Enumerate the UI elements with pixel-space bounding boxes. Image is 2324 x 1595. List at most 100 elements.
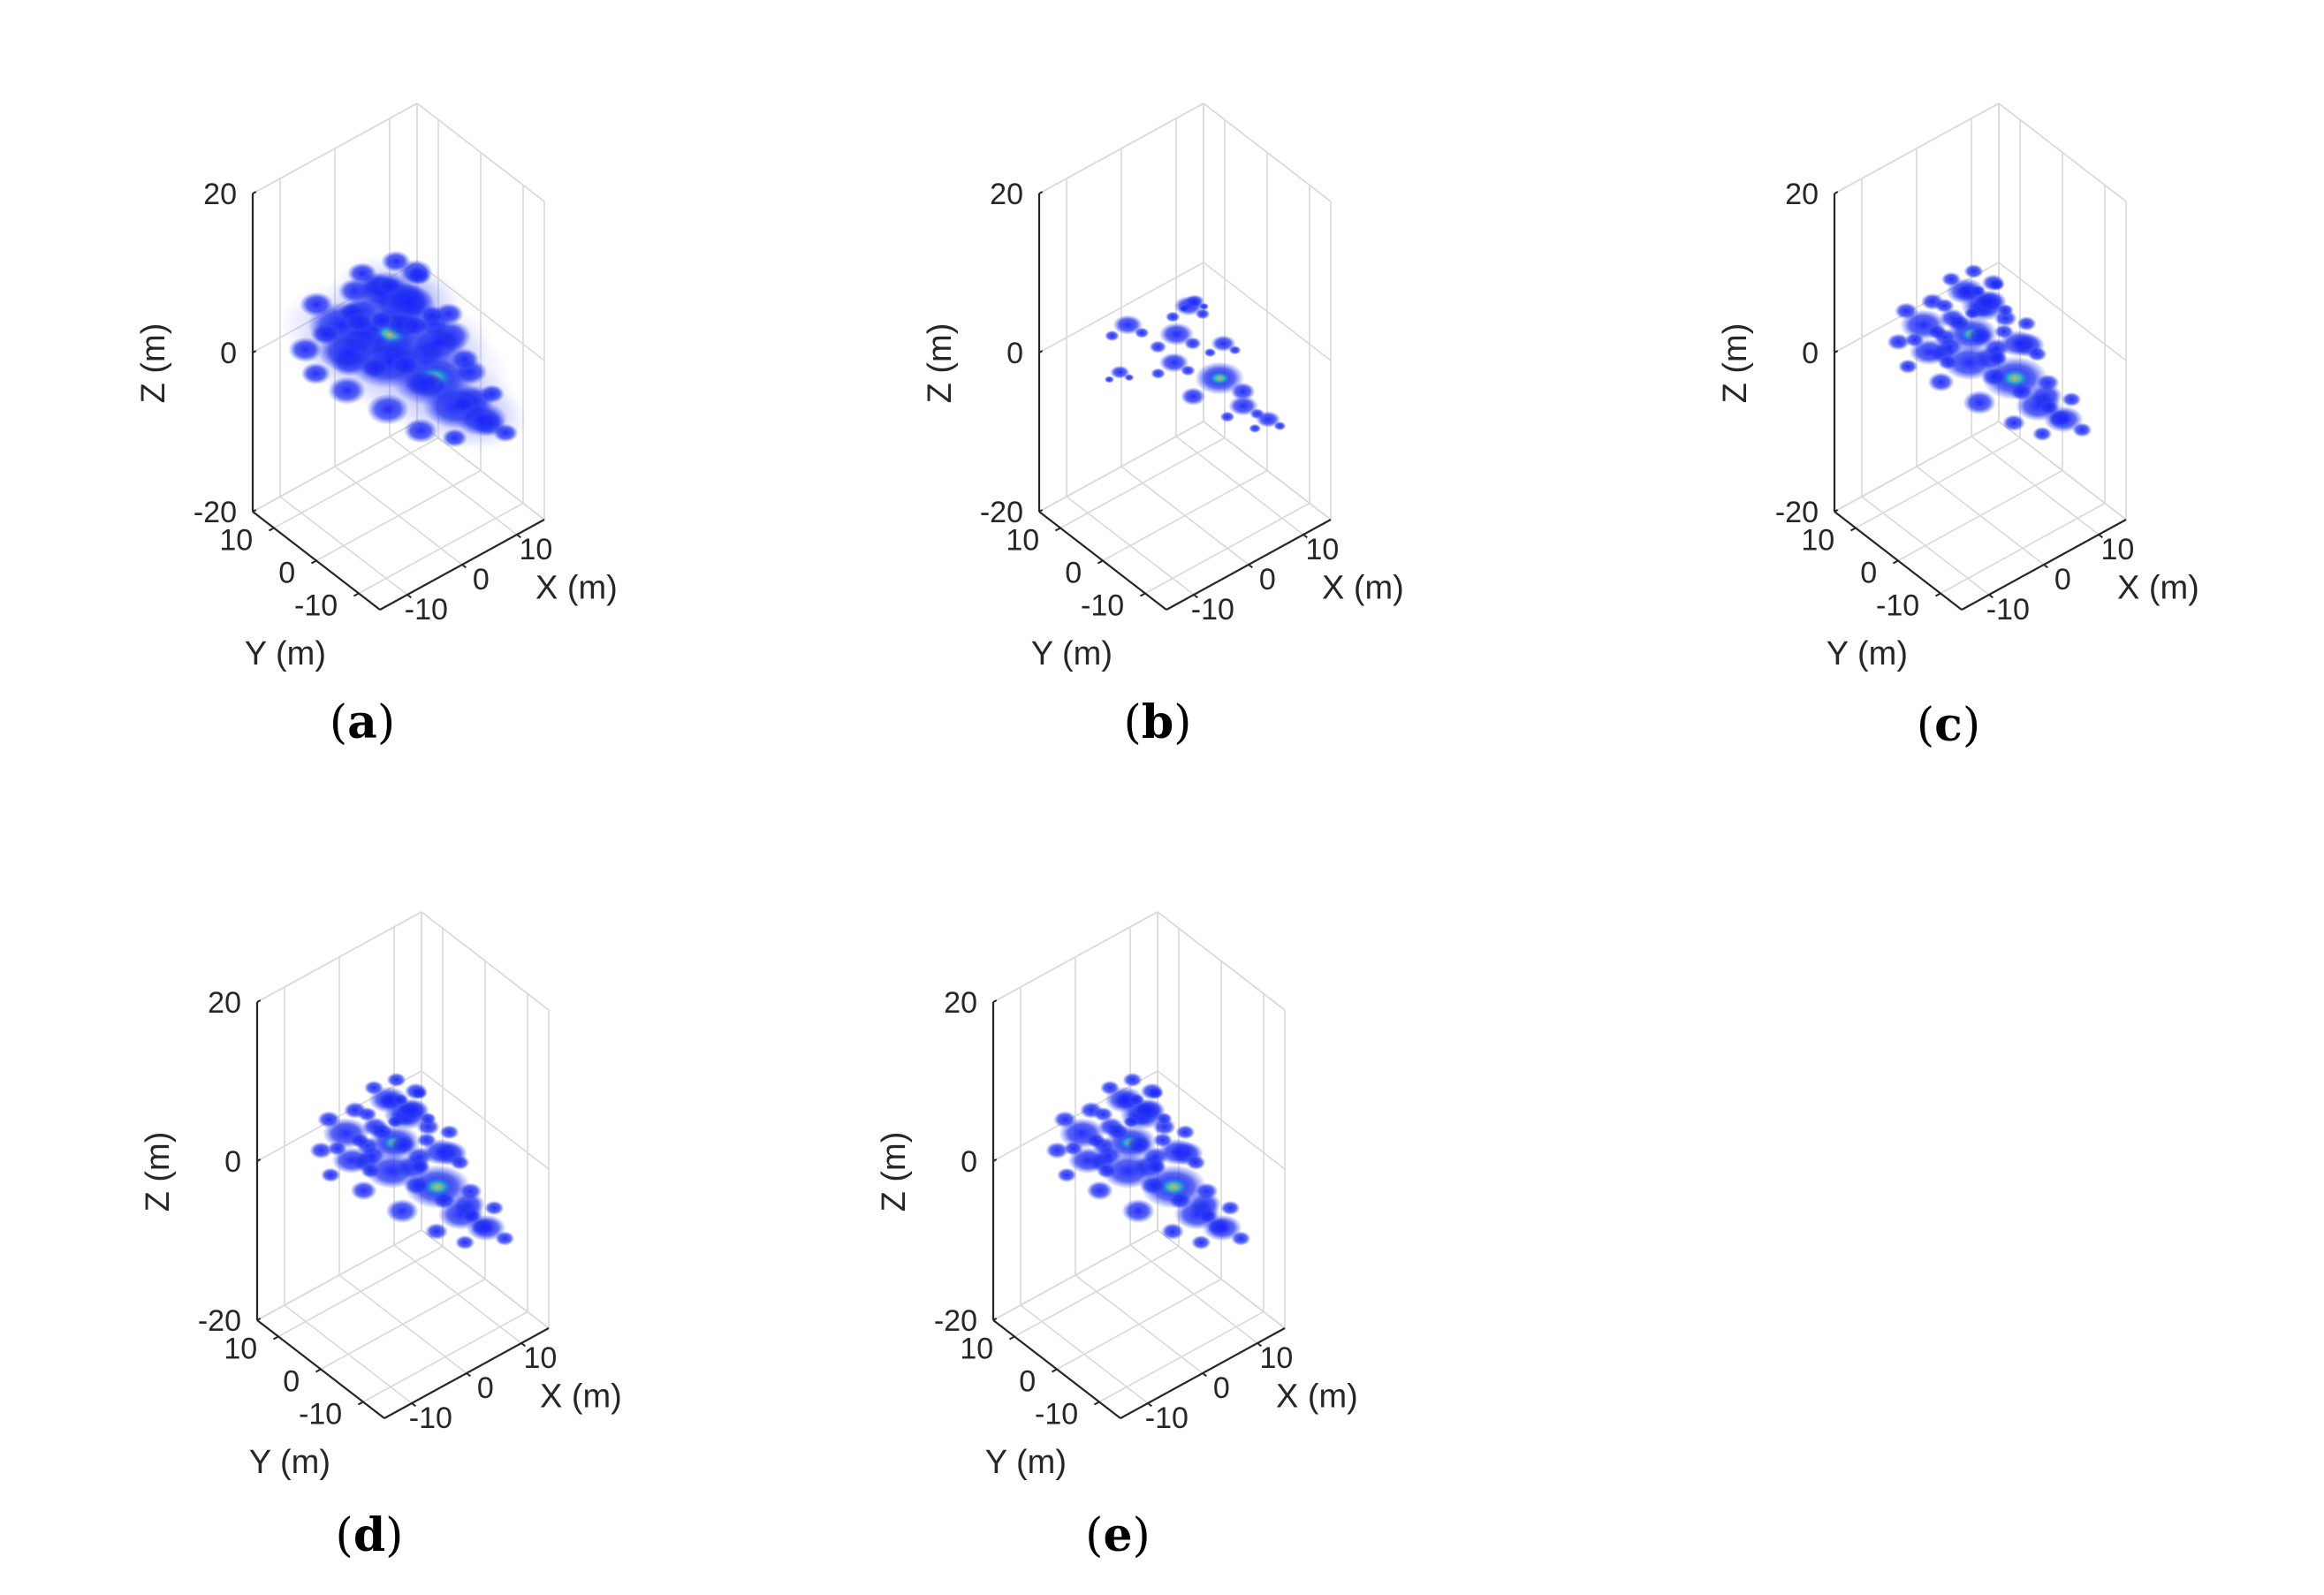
y-tick-mark [357, 1401, 364, 1406]
data-point [483, 1200, 505, 1216]
data-point [1152, 1132, 1173, 1148]
data-point [461, 1208, 482, 1224]
data-point [1190, 1234, 1211, 1250]
x-axis-label: X (m) [1322, 570, 1404, 607]
grid-line [1038, 103, 1204, 194]
z-tick-mark [1038, 191, 1044, 194]
grid-line [256, 911, 422, 1003]
y-tick-mark [1934, 592, 1941, 597]
y-axis-label: Y (m) [1031, 635, 1113, 672]
x-tick-label: -10 [1191, 593, 1234, 627]
data-point [2001, 414, 2026, 432]
data-point [442, 429, 467, 448]
data-point [1168, 1191, 1192, 1210]
y-tick-label: 10 [1801, 523, 1834, 557]
z-tick-label: -20 [934, 1304, 977, 1338]
data-point [1230, 382, 1256, 401]
scatter-points [309, 1072, 515, 1250]
data-point [1940, 271, 1962, 287]
y-tick-mark [268, 527, 275, 532]
y-tick-label: -10 [1081, 589, 1124, 622]
data-point [360, 1163, 381, 1179]
z-tick-label: 20 [208, 986, 241, 1020]
x-tick-mark [516, 534, 521, 539]
data-point [1195, 308, 1211, 320]
data-point [1197, 1208, 1218, 1224]
y-tick-label: -10 [1035, 1397, 1078, 1431]
z-tick-label: 0 [1802, 337, 1819, 370]
grid-line [992, 1229, 1158, 1321]
data-point [450, 1155, 470, 1170]
data-point [1980, 367, 2008, 387]
data-point [367, 393, 409, 425]
data-point [1963, 307, 1981, 320]
data-point [479, 384, 505, 404]
grid-line [1998, 103, 2127, 202]
data-point [310, 323, 341, 346]
data-point [1211, 335, 1236, 353]
scatter-points [1887, 263, 2092, 442]
scatter-points [277, 250, 530, 452]
data-point [1230, 1231, 1251, 1246]
data-point [1926, 324, 1948, 339]
grid-line [1157, 1229, 1286, 1329]
z-tick-label: 20 [944, 986, 977, 1020]
data-point [1934, 298, 1955, 314]
data-point [1948, 314, 1971, 332]
x-tick-mark [2098, 534, 2103, 539]
data-point [404, 368, 443, 398]
data-point [1147, 1087, 1164, 1099]
grid-line [1157, 1070, 1286, 1170]
x-tick-label: -10 [405, 593, 448, 627]
data-point [370, 1122, 394, 1141]
data-point [1125, 1135, 1152, 1155]
y-tick-label: 0 [1019, 1364, 1036, 1398]
z-tick-mark [1834, 509, 1839, 513]
z-axis-label: Z (m) [1717, 323, 1754, 404]
data-point [1139, 1175, 1166, 1196]
z-tick-mark [992, 1318, 998, 1321]
grid-line [1897, 469, 2063, 562]
data-point [494, 1231, 515, 1246]
data-point [347, 262, 377, 285]
data-point [1165, 311, 1181, 323]
data-point [1086, 1181, 1113, 1201]
data-point [386, 1072, 406, 1088]
x-tick-label: 10 [1259, 1341, 1293, 1375]
data-point [1994, 323, 2015, 339]
x-tick-label: 10 [519, 533, 552, 566]
data-point [1184, 294, 1205, 308]
scatter-points [1045, 1072, 1251, 1250]
z-tick-label: 0 [1006, 337, 1023, 370]
data-point [2039, 399, 2059, 415]
data-point [449, 348, 480, 370]
z-axis-label: Z (m) [140, 1132, 177, 1212]
grid-line [1834, 421, 2000, 513]
data-point [1186, 1155, 1206, 1170]
z-tick-mark [252, 191, 257, 194]
grid-line [1038, 421, 1204, 513]
z-axis-label: Z (m) [922, 323, 959, 404]
data-point [327, 1141, 347, 1156]
x-tick-mark [1147, 1402, 1152, 1408]
data-point [363, 1080, 384, 1096]
grid-line [362, 1310, 528, 1403]
y-tick-mark [1892, 559, 1899, 565]
grid-line [1855, 437, 2021, 529]
grid-line [1014, 1245, 1180, 1338]
data-point [1987, 350, 2008, 366]
y-tick-label: 0 [1065, 556, 1082, 589]
y-tick-mark [1093, 1401, 1100, 1406]
data-point [1104, 376, 1115, 384]
data-point [424, 1222, 449, 1241]
y-tick-label: 0 [278, 556, 295, 589]
data-point [1904, 332, 1925, 347]
data-point [1204, 347, 1217, 358]
data-point [344, 311, 375, 333]
z-tick-label: -20 [198, 1304, 241, 1338]
data-point [1175, 1124, 1196, 1140]
z-tick-mark [256, 1158, 262, 1162]
data-point [1149, 340, 1167, 353]
